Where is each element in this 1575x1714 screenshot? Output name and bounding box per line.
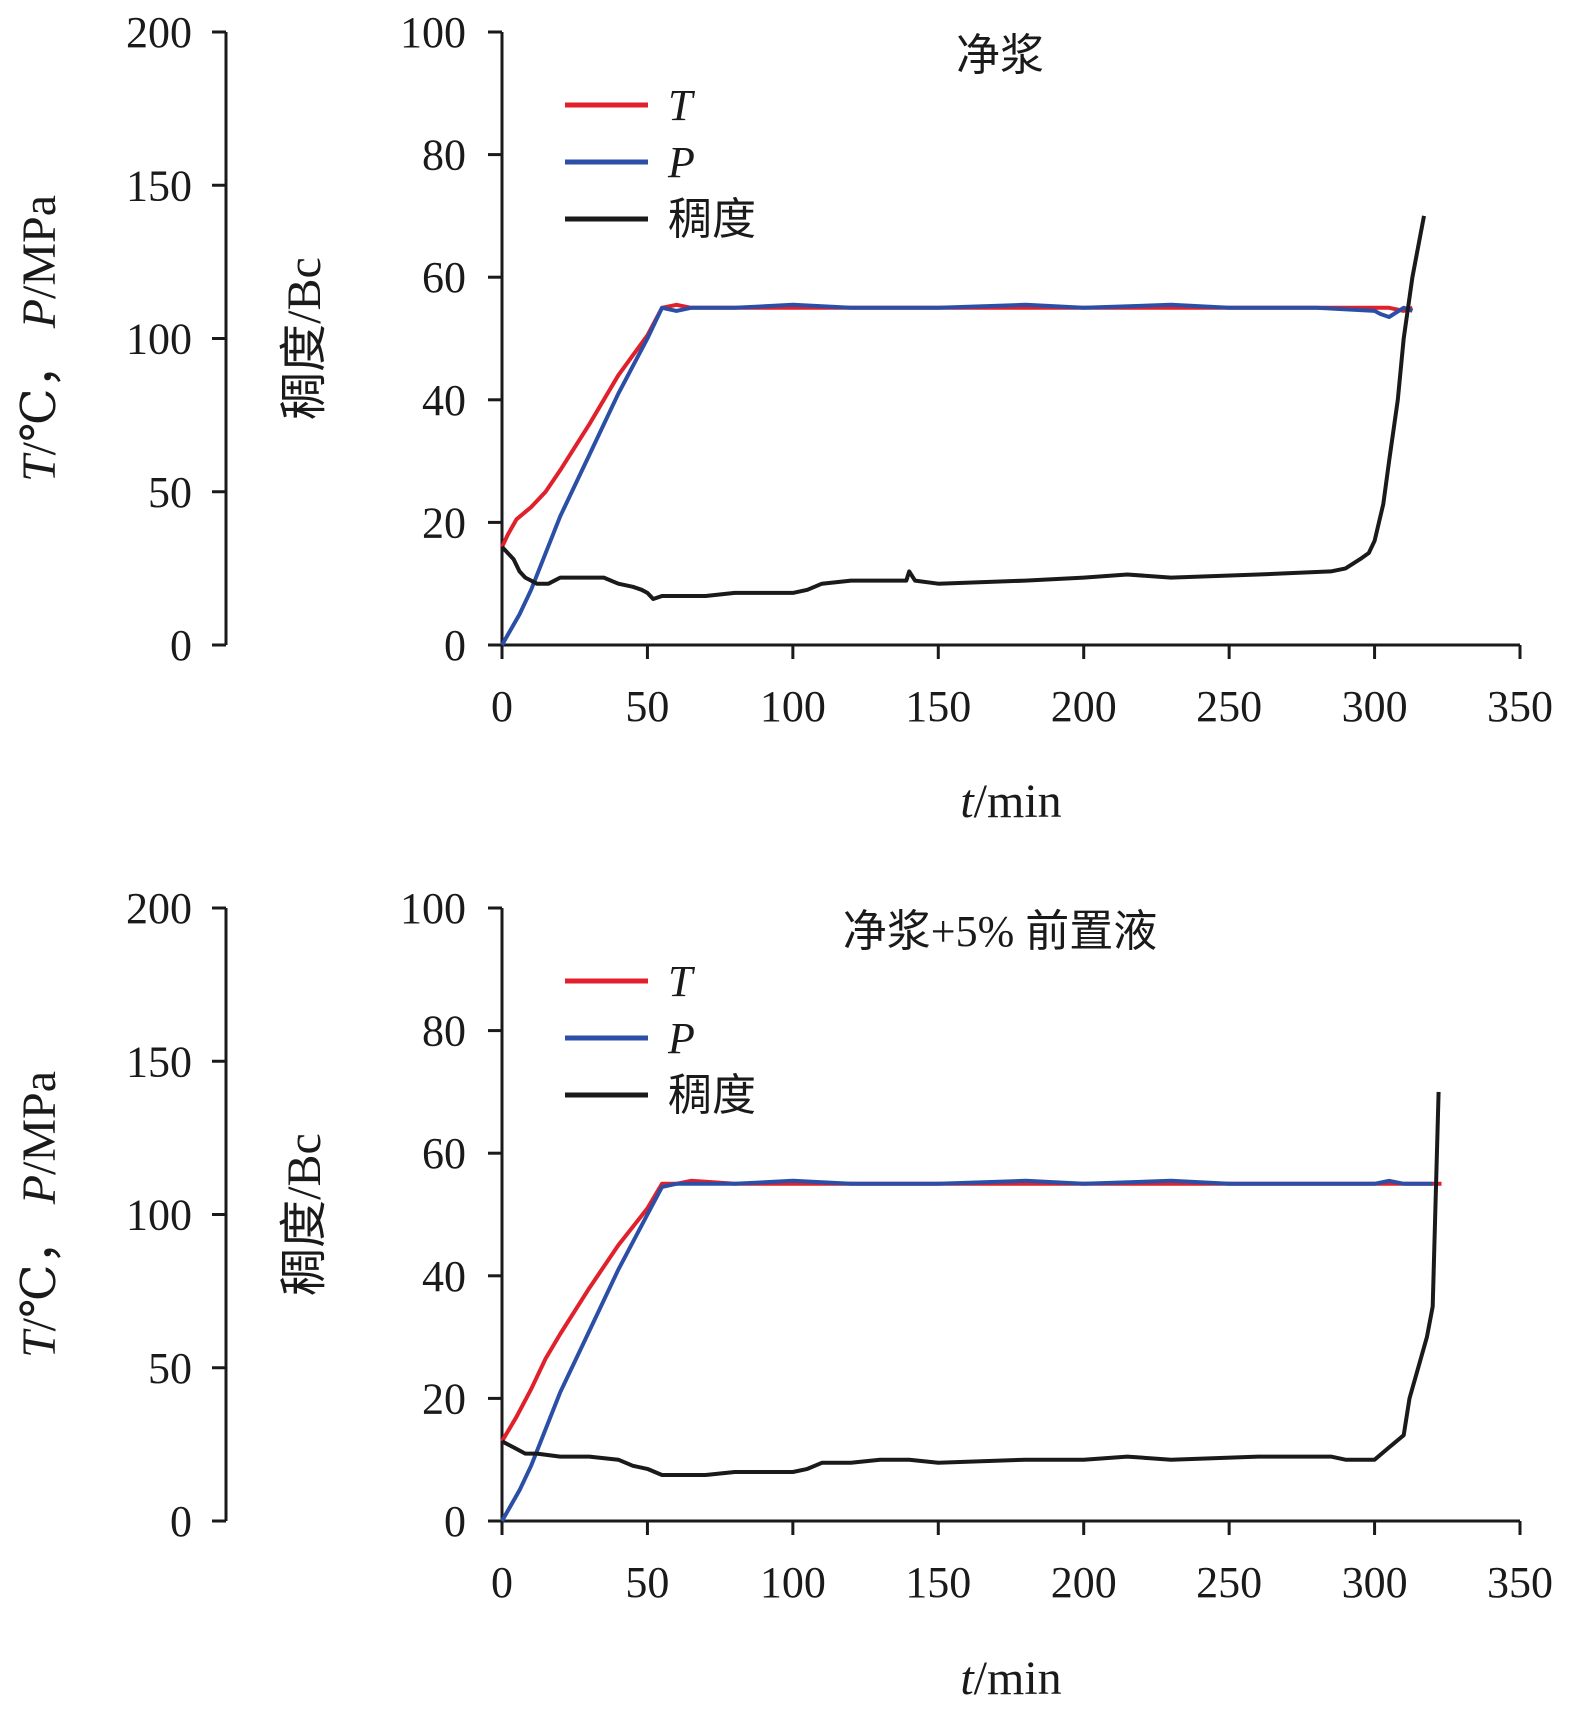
- left-y-tick-label: 150: [126, 1037, 192, 1086]
- consistency-y-tick-label: 80: [422, 131, 466, 180]
- left-y-axis-title-part: /MPa: [13, 1071, 66, 1175]
- consistency-y-tick-label: 0: [444, 1497, 466, 1546]
- series-line-T: [500, 302, 1414, 548]
- legend-label-P: P: [667, 1014, 695, 1063]
- left-y-axis-title-part: [13, 1204, 66, 1216]
- left-y-tick-label: 50: [148, 1344, 192, 1393]
- series-line-P: [500, 302, 1414, 646]
- x-tick-label: 150: [905, 682, 971, 731]
- x-axis-title-italic: t: [960, 1652, 975, 1705]
- left-y-axis-title-part: T: [13, 1328, 66, 1358]
- legend-label-consistency: 稠度: [668, 1071, 756, 1120]
- left-y-tick-label: 150: [126, 161, 192, 210]
- left-y-tick-label: 200: [126, 884, 192, 933]
- consistency-y-axis-title: 稠度/Bc: [278, 257, 331, 420]
- x-axis-title: t/min: [960, 775, 1061, 828]
- legend-label-consistency: 稠度: [668, 195, 756, 244]
- left-y-axis-title-part: P: [13, 299, 66, 329]
- consistency-y-tick-label: 20: [422, 498, 466, 547]
- series-line-consistency: [501, 1091, 1441, 1477]
- consistency-y-tick-label: 40: [422, 376, 466, 425]
- x-tick-label: 50: [625, 682, 669, 731]
- left-y-axis-title: T/℃， P/MPa: [13, 195, 66, 482]
- left-y-tick-label: 50: [148, 468, 192, 517]
- left-y-tick-label: 0: [170, 1497, 192, 1546]
- x-tick-label: 0: [491, 1558, 513, 1607]
- x-tick-label: 50: [625, 1558, 669, 1607]
- legend-label-T: T: [668, 957, 696, 1006]
- left-y-tick-label: 0: [170, 621, 192, 670]
- chart-title: 净浆: [956, 31, 1044, 80]
- left-y-tick-label: 100: [126, 1191, 192, 1240]
- x-tick-label: 250: [1196, 1558, 1262, 1607]
- x-tick-label: 200: [1051, 682, 1117, 731]
- x-axis-title: t/min: [960, 1652, 1061, 1705]
- left-y-axis-title-part: /℃，: [13, 340, 66, 455]
- x-axis-title-italic: t: [960, 775, 975, 828]
- left-y-axis-title-part: P: [13, 1175, 66, 1205]
- left-y-tick-label: 100: [126, 315, 192, 364]
- left-y-axis-title-part: [13, 328, 66, 340]
- consistency-y-tick-label: 0: [444, 621, 466, 670]
- consistency-y-tick-label: 60: [422, 1129, 466, 1178]
- left-y-axis-title-part: /MPa: [13, 195, 66, 299]
- x-tick-label: 100: [760, 682, 826, 731]
- x-tick-label: 150: [905, 1558, 971, 1607]
- consistency-y-tick-label: 100: [400, 8, 466, 57]
- consistency-y-tick-label: 40: [422, 1252, 466, 1301]
- left-y-tick-label: 200: [126, 8, 192, 57]
- consistency-y-tick-label: 60: [422, 253, 466, 302]
- x-tick-label: 100: [760, 1558, 826, 1607]
- x-axis-title-rest: /min: [974, 1652, 1062, 1705]
- consistency-y-tick-label: 80: [422, 1007, 466, 1056]
- x-tick-label: 0: [491, 682, 513, 731]
- legend-label-T: T: [668, 81, 696, 130]
- series-line-P: [500, 1178, 1433, 1522]
- consistency-y-tick-label: 20: [422, 1374, 466, 1423]
- x-tick-label: 300: [1342, 682, 1408, 731]
- x-tick-label: 350: [1487, 1558, 1553, 1607]
- series-line-consistency: [500, 215, 1426, 601]
- legend-label-P: P: [667, 138, 695, 187]
- consistency-y-tick-label: 100: [400, 884, 466, 933]
- left-y-axis-title: T/℃， P/MPa: [13, 1071, 66, 1358]
- chart-title: 净浆+5% 前置液: [843, 907, 1157, 956]
- x-tick-label: 200: [1051, 1558, 1117, 1607]
- x-tick-label: 300: [1342, 1558, 1408, 1607]
- consistency-y-axis-title: 稠度/Bc: [278, 1133, 331, 1296]
- left-y-axis-title-part: T: [13, 452, 66, 482]
- x-tick-label: 350: [1487, 682, 1553, 731]
- left-y-axis-title-part: /℃，: [13, 1216, 66, 1331]
- x-tick-label: 250: [1196, 682, 1262, 731]
- x-axis-title-rest: /min: [974, 775, 1062, 828]
